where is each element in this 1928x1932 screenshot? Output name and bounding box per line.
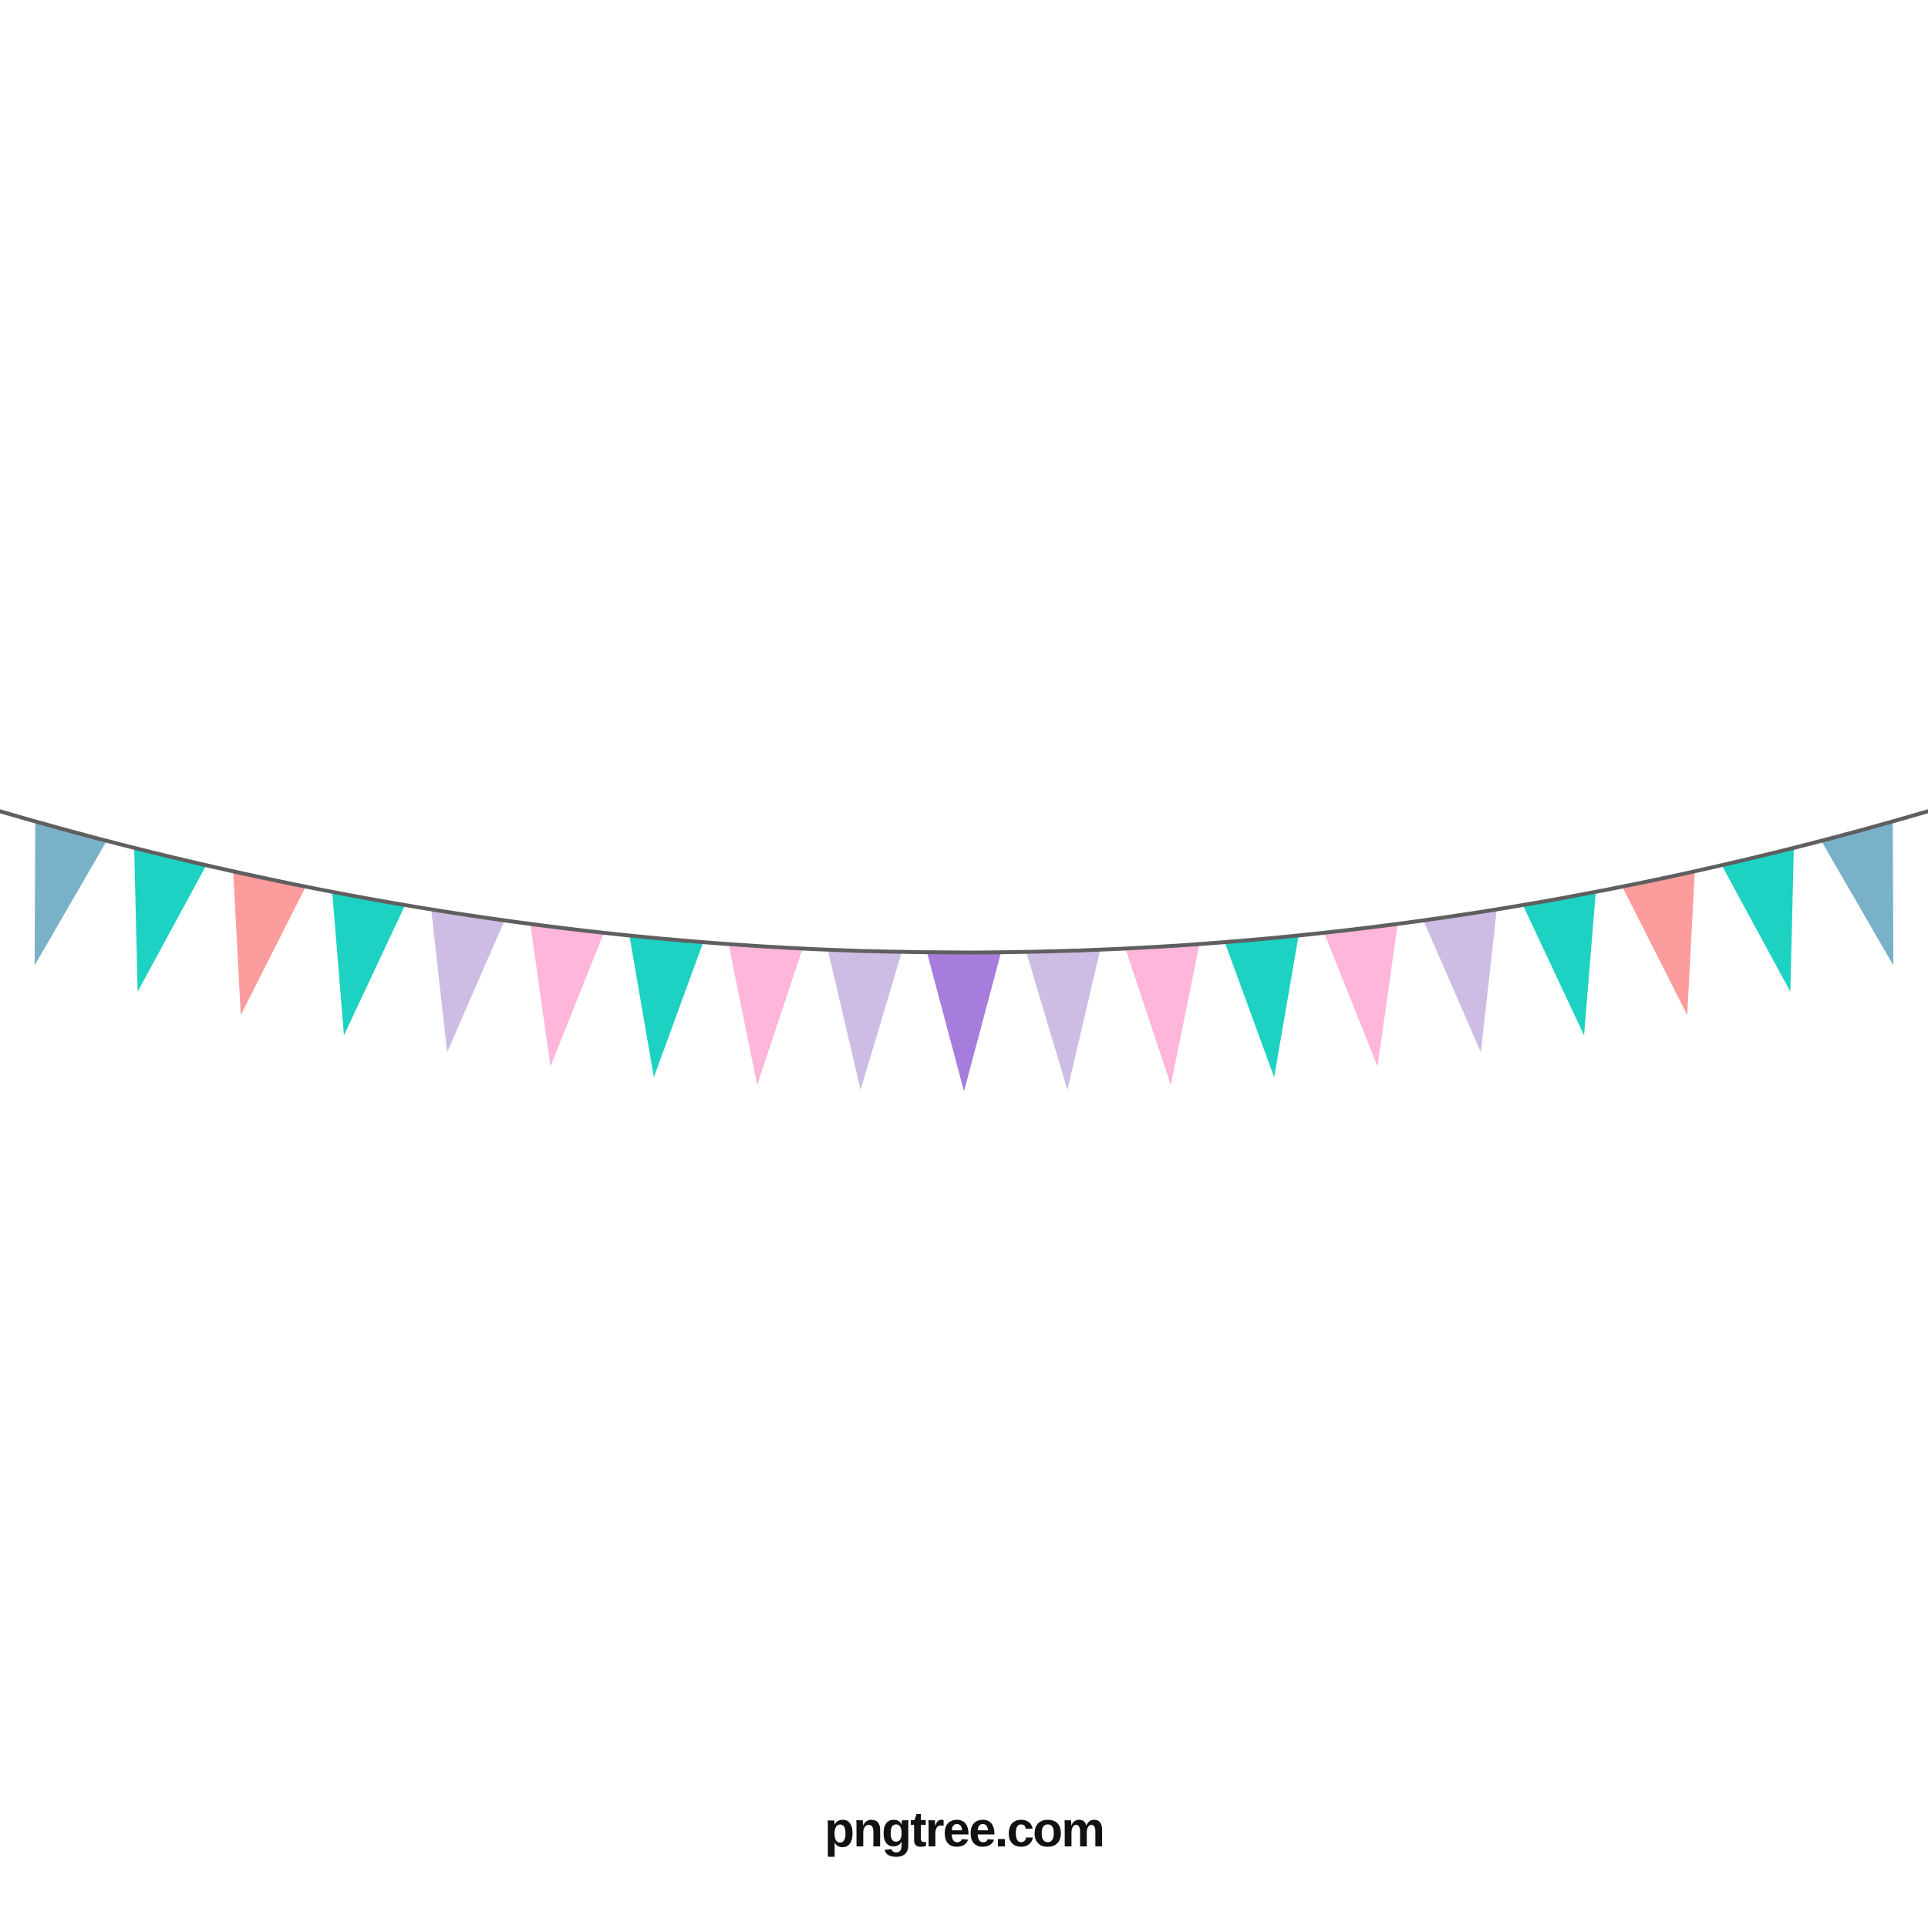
pngtree-watermark: pngtree.com (824, 1802, 1105, 1857)
bunting-flag (332, 892, 406, 1036)
bunting-flag (134, 848, 207, 992)
bunting-flag (1225, 936, 1299, 1077)
bunting-flag (34, 821, 107, 966)
bunting-flag (233, 872, 306, 1016)
bunting-flag (728, 944, 803, 1085)
bunting-string (0, 809, 1928, 955)
bunting-flag (1622, 872, 1695, 1016)
bunting-flag (530, 924, 604, 1067)
bunting-flag (1721, 848, 1794, 992)
bunting-flag (431, 909, 505, 1053)
bunting-flag (629, 936, 703, 1077)
bunting-flag (827, 949, 902, 1090)
bunting-flag (1324, 924, 1398, 1067)
bunting-flag (927, 953, 1001, 1091)
bunting-flag (1522, 892, 1596, 1036)
bunting-flag (1125, 944, 1200, 1085)
bunting-flag (1026, 949, 1101, 1090)
bunting-flag (1423, 909, 1497, 1053)
bunting-flags (34, 821, 1894, 1091)
bunting-flag (1821, 821, 1894, 966)
